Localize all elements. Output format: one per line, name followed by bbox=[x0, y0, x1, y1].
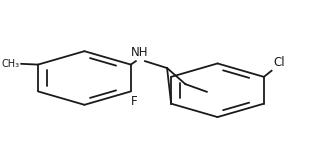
Text: CH₃: CH₃ bbox=[2, 59, 20, 69]
Text: NH: NH bbox=[131, 46, 149, 58]
Text: Cl: Cl bbox=[273, 56, 285, 69]
Text: F: F bbox=[131, 95, 138, 108]
